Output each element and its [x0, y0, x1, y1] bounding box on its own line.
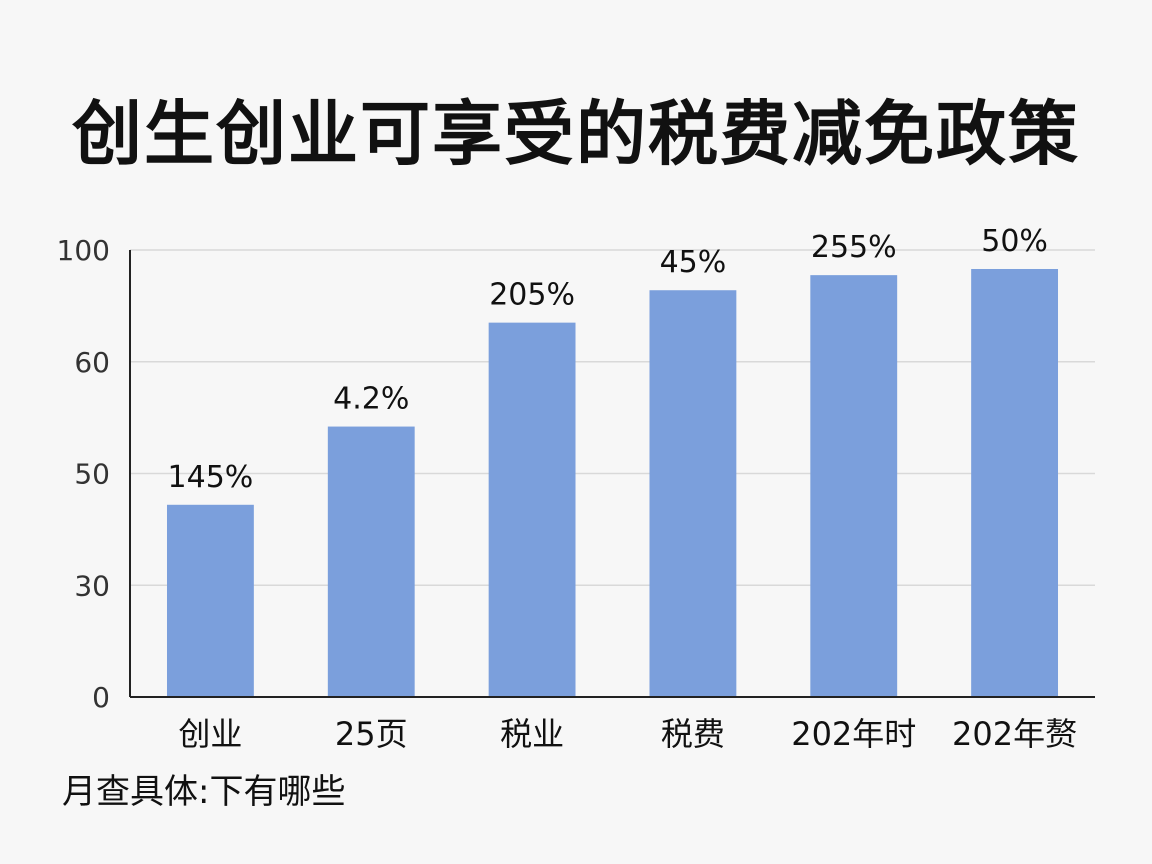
- x-category-label: 25页: [335, 715, 408, 753]
- y-tick-label: 100: [57, 234, 110, 267]
- x-axis-categories: 创业 25页 税业 税费 202年时 202年赘: [178, 715, 1077, 753]
- y-tick-label: 60: [74, 346, 110, 379]
- data-label: 255%: [811, 230, 897, 265]
- data-label: 4.2%: [333, 382, 409, 417]
- x-category-label: 税费: [661, 715, 725, 753]
- gridlines: [130, 249, 1095, 586]
- bar: [810, 275, 898, 697]
- bar: [971, 268, 1059, 697]
- bar: [649, 290, 737, 697]
- footnote: 月查具体:下有哪些: [62, 772, 346, 812]
- chart-title: 创生创业可享受的税费减免政策: [72, 93, 1080, 175]
- y-tick-label: 0: [92, 681, 110, 714]
- data-label: 145%: [168, 460, 254, 495]
- x-category-label: 202年时: [791, 715, 916, 753]
- data-label: 205%: [489, 278, 575, 313]
- x-category-label: 202年赘: [952, 715, 1077, 753]
- y-tick-label: 30: [74, 569, 110, 602]
- y-tick-label: 50: [74, 458, 110, 491]
- bar: [327, 426, 415, 697]
- y-axis-ticks: 0 30 50 60 100: [57, 234, 110, 714]
- x-category-label: 税业: [500, 715, 564, 753]
- data-labels: 145% 4.2% 205% 45% 255% 50%: [168, 224, 1048, 495]
- data-label: 50%: [981, 224, 1048, 259]
- bars: [166, 268, 1059, 697]
- x-category-label: 创业: [178, 715, 242, 753]
- bar: [166, 504, 254, 697]
- bar: [488, 322, 576, 697]
- data-label: 45%: [660, 245, 727, 280]
